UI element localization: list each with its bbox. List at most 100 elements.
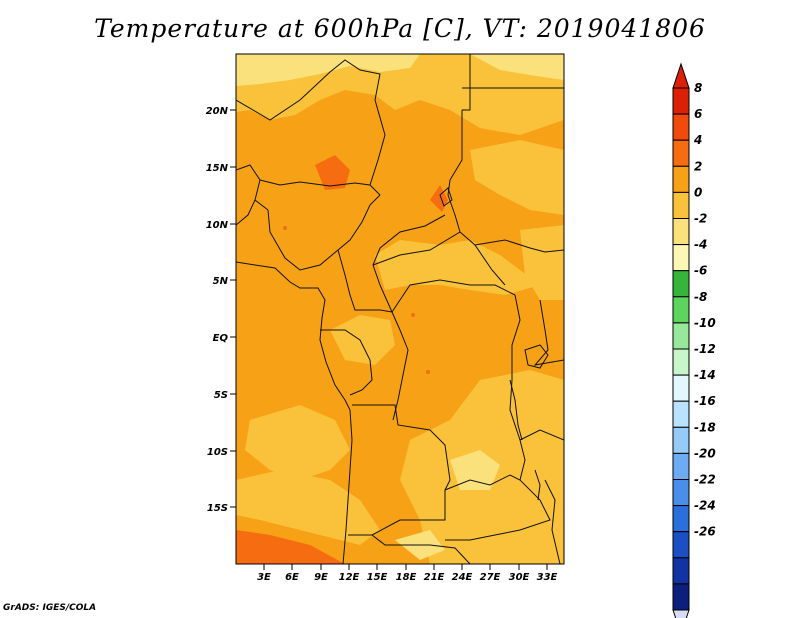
lat-label: 10N [206, 220, 229, 231]
lon-label: 27E [480, 572, 501, 583]
field-band-0-2-congo-basin [330, 315, 395, 365]
lon-label: 9E [314, 572, 328, 583]
longitude-ticks [263, 564, 548, 570]
border-congo-gabon [320, 329, 373, 396]
colorbar-label: -14 [694, 368, 716, 382]
border-chad-sudan [447, 110, 506, 286]
lake-chad [439, 187, 453, 207]
lat-label: 15N [206, 163, 229, 174]
colorbar-swatch [672, 348, 690, 376]
field-band-minus2-0-southeast [450, 450, 500, 490]
border-south-sudan [474, 239, 564, 253]
colorbar-swatch [672, 296, 690, 324]
colorbar-label: -18 [694, 420, 716, 434]
border-malawi-mozambique [544, 479, 561, 564]
colorbar-label: 2 [694, 159, 702, 173]
colorbar-swatch [672, 505, 690, 533]
border-kenya-uganda [533, 299, 564, 366]
colorbar-swatch [672, 583, 690, 611]
colorbar-swatch [672, 479, 690, 507]
lon-label: 30E [509, 572, 530, 583]
lon-label: 21E [424, 572, 445, 583]
country-borders [236, 54, 564, 564]
field-band-4-6-niger [315, 155, 350, 190]
field-band-0-2-central-african [375, 240, 540, 295]
lat-label: 5S [214, 390, 228, 401]
longitude-labels: 3E 6E 9E 12E 15E 18E 21E 24E 27E 30E 33E [257, 572, 557, 583]
colorbar-label: 8 [694, 81, 702, 95]
temperature-field [236, 54, 564, 564]
colorbar-swatch [672, 452, 690, 480]
latitude-labels: 20N 15N 10N 5N EQ 5S 10S 15S [206, 106, 229, 514]
colorbar-swatch [672, 322, 690, 350]
map-frame [235, 53, 565, 565]
colorbar-label: 6 [694, 107, 702, 121]
coastline-southwest [342, 409, 353, 564]
colorbar-label: -26 [694, 525, 716, 539]
field-spot-4-6-b [426, 370, 430, 374]
lat-label: 5N [213, 276, 229, 287]
map-title: Temperature at 600hPa [C], VT: 201904180… [94, 14, 706, 43]
colorbar: 8 6 4 2 0 -2 -4 -6 -8 -10 -12 -14 -16 -18 -20 -22 -24 -26 [672, 62, 716, 618]
field-band-0-2-southwest [245, 405, 350, 480]
field-band-0-2-northeast [470, 140, 564, 215]
lon-label: 6E [285, 572, 299, 583]
colorbar-swatch [672, 426, 690, 454]
field-band-minus2-0-north [236, 54, 420, 86]
border-namibia [371, 534, 471, 564]
colorbar-swatch [672, 374, 690, 402]
border-libya-egypt [462, 54, 471, 111]
lon-label: 33E [537, 572, 558, 583]
colorbar-swatch [672, 557, 690, 585]
colorbar-swatch [672, 139, 690, 167]
border-cameroon [337, 214, 446, 313]
colorbar-label: -12 [694, 342, 716, 356]
lake-victoria [524, 344, 549, 369]
lake-malawi [534, 469, 541, 501]
lat-label: EQ [213, 333, 229, 344]
colorbar-swatch [672, 165, 690, 193]
lon-label: 18E [396, 572, 417, 583]
border-zambia [444, 474, 551, 541]
colorbar-label: -20 [694, 446, 716, 460]
lake-tanganyika [509, 379, 523, 441]
colorbar-label: 4 [693, 133, 702, 147]
colorbar-top-triangle [672, 62, 690, 89]
colorbar-label: -8 [694, 290, 707, 304]
field-band-0-2-east [520, 225, 564, 300]
border-niger-south [259, 179, 381, 196]
colorbar-swatch [672, 191, 690, 219]
colorbar-swatch [672, 113, 690, 141]
colorbar-label: -22 [694, 473, 716, 487]
field-band-4-6-southwest-corner [236, 530, 345, 564]
border-drc-north [391, 311, 409, 421]
coastline-west-africa [236, 261, 351, 411]
border-car [372, 231, 516, 313]
credit-text: GrADS: IGES/COLA [3, 603, 97, 613]
border-angola [348, 404, 451, 536]
colorbar-swatch [672, 87, 690, 115]
field-band-0-2-far-south [236, 470, 380, 545]
lon-label: 15E [367, 572, 388, 583]
lat-label: 10S [207, 447, 228, 458]
lat-label: 20N [206, 106, 229, 117]
colorbar-label: -4 [694, 238, 707, 252]
colorbar-label: -10 [694, 316, 716, 330]
border-nigeria [267, 194, 381, 271]
colorbar-bottom-triangle [672, 609, 690, 618]
border-tanzania [519, 429, 564, 441]
lat-label: 15S [207, 503, 228, 514]
colorbar-label: 0 [694, 185, 702, 199]
colorbar-swatch [672, 270, 690, 298]
lon-label: 12E [339, 572, 360, 583]
border-algeria-libya [236, 59, 386, 186]
colorbar-swatch [672, 218, 690, 246]
latitude-ticks [230, 109, 236, 508]
colorbar-swatch [672, 400, 690, 428]
lon-label: 24E [452, 572, 473, 583]
border-drc-east [509, 294, 526, 481]
colorbar-label: -2 [694, 212, 707, 226]
colorbar-label: -6 [694, 264, 707, 278]
lon-label: 3E [257, 572, 271, 583]
